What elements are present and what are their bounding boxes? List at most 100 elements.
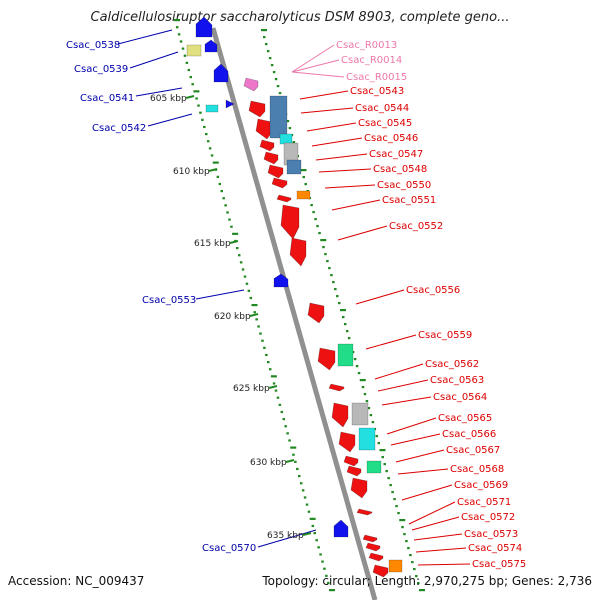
gene-arrow[interactable] [213, 63, 229, 83]
gene-arrow[interactable] [372, 564, 389, 578]
gene-arrow-shape[interactable] [248, 100, 266, 118]
gene-arrow[interactable] [263, 151, 279, 165]
gene-arrow-shape[interactable] [271, 177, 288, 189]
gene-block[interactable] [286, 159, 302, 175]
gene-arrow[interactable] [273, 273, 289, 288]
gene-arrow[interactable] [204, 39, 218, 53]
gene-arrow[interactable] [259, 139, 275, 152]
gene-arrow-shape[interactable] [243, 77, 259, 92]
gene-label-csac_0543[interactable]: Csac_0543 [350, 86, 404, 97]
gene-arrow-shape[interactable] [333, 519, 349, 538]
gene-arrow-shape[interactable] [225, 99, 235, 109]
gene-arrow[interactable] [276, 194, 292, 203]
gene-block[interactable] [337, 343, 354, 367]
gene-label-csac_0565[interactable]: Csac_0565 [438, 413, 492, 424]
gene-arrow-shape[interactable] [213, 63, 229, 83]
gene-arrow[interactable] [362, 534, 378, 543]
gene-arrow-shape[interactable] [276, 194, 292, 203]
gene-arrow-shape[interactable] [338, 431, 356, 453]
gene-label-csac_0538[interactable]: Csac_0538 [66, 40, 120, 51]
gene-arrow[interactable] [195, 16, 213, 38]
gene-label-csac_0568[interactable]: Csac_0568 [450, 464, 504, 475]
gene-arrow-shape[interactable] [328, 383, 345, 392]
gene-arrow-shape[interactable] [343, 455, 359, 467]
gene-label-csac_0562[interactable]: Csac_0562 [425, 359, 479, 370]
gene-label-csac_0551[interactable]: Csac_0551 [382, 195, 436, 206]
gene-label-csac_r0014[interactable]: Csac_R0014 [341, 55, 402, 66]
gene-block[interactable] [358, 427, 376, 451]
gene-label-csac_0566[interactable]: Csac_0566 [442, 429, 496, 440]
gene-label-csac_0550[interactable]: Csac_0550 [377, 180, 431, 191]
gene-block[interactable] [366, 460, 382, 474]
gene-arrow[interactable] [331, 402, 349, 428]
gene-arrow[interactable] [317, 347, 336, 371]
gene-arrow-shape[interactable] [255, 118, 273, 140]
gene-arrow[interactable] [343, 455, 359, 467]
gene-label-csac_0570[interactable]: Csac_0570 [202, 543, 256, 554]
gene-label-csac_0552[interactable]: Csac_0552 [389, 221, 443, 232]
gene-label-csac_r0015[interactable]: Csac_R0015 [346, 72, 407, 83]
gene-block[interactable] [388, 559, 403, 573]
gene-label-csac_0571[interactable]: Csac_0571 [457, 497, 511, 508]
gene-arrow-shape[interactable] [362, 534, 378, 543]
gene-label-csac_0573[interactable]: Csac_0573 [464, 529, 518, 540]
gene-label-csac_0553[interactable]: Csac_0553 [142, 295, 196, 306]
gene-arrow-shape[interactable] [317, 347, 336, 371]
gene-label-csac_0547[interactable]: Csac_0547 [369, 149, 423, 160]
gene-arrow-shape[interactable] [356, 508, 373, 516]
gene-arrow-shape[interactable] [204, 39, 218, 53]
gene-label-csac_0542[interactable]: Csac_0542 [92, 123, 146, 134]
gene-block[interactable] [279, 133, 293, 145]
gene-label-csac_0572[interactable]: Csac_0572 [461, 512, 515, 523]
gene-arrow[interactable] [243, 77, 259, 92]
gene-arrow[interactable] [280, 204, 300, 240]
gene-arrow[interactable] [365, 542, 381, 552]
gene-arrow-shape[interactable] [365, 542, 381, 552]
gene-label-csac_0541[interactable]: Csac_0541 [80, 93, 134, 104]
gene-label-csac_0575[interactable]: Csac_0575 [472, 559, 526, 570]
gene-arrow[interactable] [271, 177, 288, 189]
gene-label-csac_0539[interactable]: Csac_0539 [74, 64, 128, 75]
gene-arrow-shape[interactable] [368, 552, 384, 562]
gene-arrow[interactable] [338, 431, 356, 453]
gene-arrow-shape[interactable] [372, 564, 389, 578]
gene-arrow-shape[interactable] [259, 139, 275, 152]
gene-arrow-shape[interactable] [289, 237, 307, 267]
gene-label-csac_0574[interactable]: Csac_0574 [468, 543, 522, 554]
gene-arrow[interactable] [333, 519, 349, 538]
gene-label-csac_0563[interactable]: Csac_0563 [430, 375, 484, 386]
gene-label-csac_0556[interactable]: Csac_0556 [406, 285, 460, 296]
gene-block[interactable] [186, 44, 202, 57]
gene-arrow[interactable] [307, 302, 325, 324]
gene-arrow-shape[interactable] [263, 151, 279, 165]
gene-block[interactable] [205, 104, 219, 113]
gene-arrow[interactable] [255, 118, 273, 140]
gene-arrow-shape[interactable] [350, 477, 368, 499]
gene-label-csac_0545[interactable]: Csac_0545 [358, 118, 412, 129]
gene-label-csac_0544[interactable]: Csac_0544 [355, 103, 409, 114]
gene-label-csac_0546[interactable]: Csac_0546 [364, 133, 418, 144]
gene-arrow[interactable] [356, 508, 373, 516]
gene-arrow[interactable] [346, 465, 362, 477]
gene-arrow-shape[interactable] [280, 204, 300, 240]
gene-block[interactable] [269, 95, 288, 139]
gene-label-csac_0548[interactable]: Csac_0548 [373, 164, 427, 175]
gene-arrow-shape[interactable] [273, 273, 289, 288]
gene-arrow-shape[interactable] [267, 164, 284, 179]
gene-arrow[interactable] [328, 383, 345, 392]
gene-arrow-shape[interactable] [195, 16, 213, 38]
gene-arrow[interactable] [350, 477, 368, 499]
gene-arrow[interactable] [225, 99, 235, 109]
gene-arrow-shape[interactable] [307, 302, 325, 324]
gene-block[interactable] [351, 402, 369, 426]
gene-arrow[interactable] [368, 552, 384, 562]
gene-label-csac_0564[interactable]: Csac_0564 [433, 392, 487, 403]
gene-arrow[interactable] [289, 237, 307, 267]
gene-arrow[interactable] [248, 100, 266, 118]
gene-label-csac_0559[interactable]: Csac_0559 [418, 330, 472, 341]
gene-label-csac_r0013[interactable]: Csac_R0013 [336, 40, 397, 51]
gene-label-csac_0569[interactable]: Csac_0569 [454, 480, 508, 491]
gene-block[interactable] [296, 190, 311, 200]
gene-arrow[interactable] [267, 164, 284, 179]
gene-arrow-shape[interactable] [346, 465, 362, 477]
